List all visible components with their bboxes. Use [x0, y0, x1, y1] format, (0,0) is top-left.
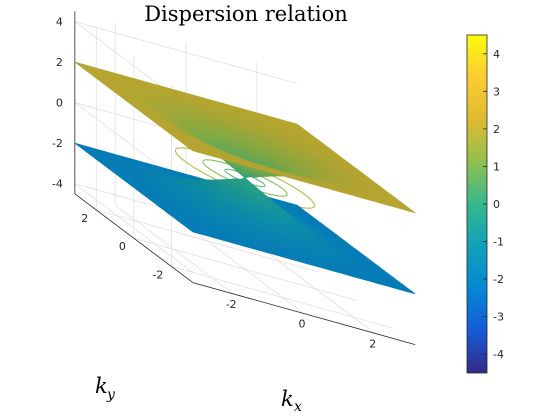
y-tick-label: -2 [152, 268, 163, 281]
z-tick-label: -4 [52, 178, 63, 191]
lower-band-surface [74, 142, 416, 295]
axis-lines [74, 11, 416, 345]
colorbar-tick-label: -2 [493, 273, 504, 286]
x-axis-line [192, 282, 416, 345]
grid-line [133, 237, 357, 301]
colorbar-tick-label: 3 [493, 85, 500, 98]
x-tick-label: -2 [226, 298, 237, 311]
z-tick-label: 2 [56, 56, 63, 69]
colorbar-tick-label: -3 [493, 311, 504, 324]
surface-patch [403, 207, 416, 214]
y-axis-label: k y [95, 374, 116, 403]
y-axis-label-main: k [95, 374, 108, 398]
colorbar: -4 -3 -2 -1 0 1 2 3 4 [466, 34, 504, 374]
z-tick-label: 4 [56, 16, 63, 29]
z-tick-label: -2 [52, 137, 63, 150]
x-tick-label: 2 [369, 337, 376, 350]
grid-line [171, 266, 394, 329]
colorbar-tick-label: -1 [493, 236, 504, 249]
z-tick-labels: -4 -2 0 2 4 [52, 16, 63, 191]
y-axis-label-sub: y [106, 387, 116, 403]
x-axis-label: k x [281, 387, 302, 415]
colorbar-tick-label: -4 [493, 348, 504, 361]
x-axis-label-main: k [281, 387, 294, 411]
chart-title: Dispersion relation [144, 2, 348, 26]
y-tick-label: 0 [119, 240, 126, 253]
y-tick-labels: -2 0 2 [81, 212, 163, 282]
y-tick-label: 2 [81, 212, 88, 225]
x-tick-label: 0 [299, 318, 306, 331]
colorbar-tick-label: 0 [493, 198, 500, 211]
x-axis-label-sub: x [294, 399, 302, 415]
z-tick-label: 0 [56, 97, 63, 110]
colorbar-tick-label: 2 [493, 123, 500, 136]
surface-patch [403, 288, 416, 295]
grid-line [96, 209, 319, 273]
colorbar-tick-label: 1 [493, 160, 500, 173]
upper-band-surface [74, 61, 416, 214]
x-tick-labels: -2 0 2 [226, 298, 377, 350]
colorbar-ticks: -4 -3 -2 -1 0 1 2 3 4 [483, 48, 504, 361]
y-axis-line [74, 193, 194, 283]
grid-line [74, 21, 298, 84]
colorbar-tick-label: 4 [493, 48, 500, 61]
grid-line [74, 183, 194, 273]
